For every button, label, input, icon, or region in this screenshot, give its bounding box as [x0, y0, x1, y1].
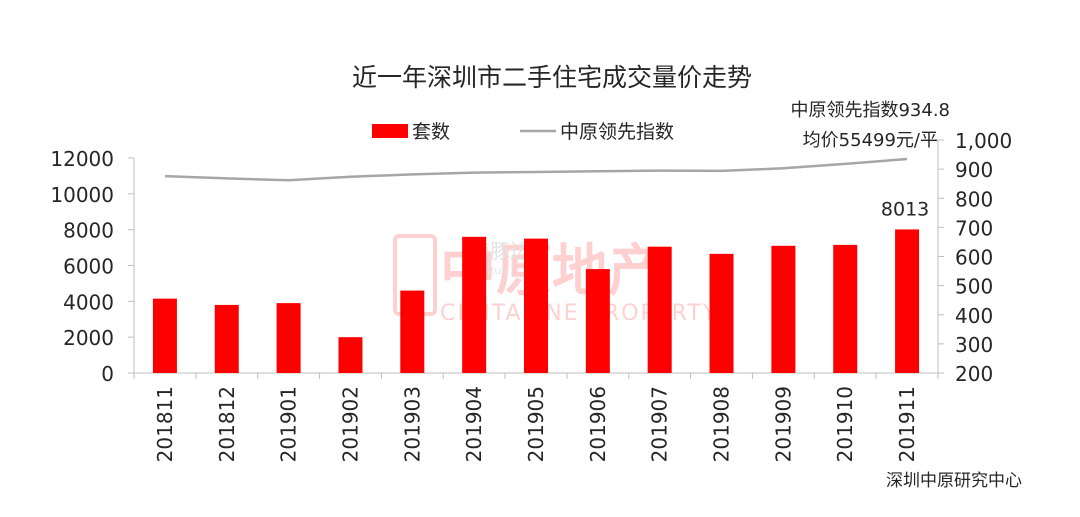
bar: [833, 244, 858, 373]
right-tick-label: 600: [955, 246, 993, 270]
x-tick-label: 201909: [771, 386, 795, 462]
x-tick-label: 201905: [524, 386, 548, 462]
right-tick-label: 400: [955, 304, 993, 328]
x-tick-label: 201812: [215, 386, 239, 462]
bar: [462, 236, 487, 373]
bar: [400, 290, 425, 373]
x-tick-label: 201811: [153, 386, 177, 462]
bar-value-label: 8013: [881, 198, 929, 220]
bar: [524, 238, 548, 373]
chart-title: 近一年深圳市二手住宅成交量价走势: [352, 63, 752, 92]
index-line: [164, 157, 908, 182]
bar: [709, 253, 734, 373]
right-tick-label: 500: [955, 275, 993, 299]
left-tick-label: 4000: [63, 290, 114, 314]
left-tick-label: 2000: [63, 326, 114, 350]
legend-label-line: 中原领先指数: [560, 121, 674, 143]
x-tick-label: 201908: [710, 386, 734, 462]
left-tick-label: 10000: [50, 183, 114, 207]
x-tick-label: 201902: [338, 386, 362, 462]
bar: [338, 337, 363, 373]
left-tick-label: 0: [101, 362, 114, 386]
index-annotation: 中原领先指数934.8: [790, 100, 950, 121]
bar: [276, 303, 301, 373]
price-annotation: 均价55499元/平: [803, 130, 938, 151]
left-tick-label: 12000: [50, 147, 114, 171]
left-tick-label: 6000: [63, 255, 114, 279]
x-tick-label: 201906: [586, 386, 610, 462]
bar: [585, 269, 610, 373]
bar: [771, 245, 796, 373]
legend-swatch-bars: [372, 124, 408, 138]
right-tick-label: 700: [955, 216, 993, 240]
right-tick-label: 800: [955, 187, 993, 211]
x-tick-label: 201907: [648, 386, 672, 462]
legend-label-bars: 套数: [412, 121, 450, 143]
right-tick-label: 1,000: [955, 129, 1012, 153]
x-axis-labels: 201811 201812 201901 201902 201903 201904 2019…: [133, 373, 939, 462]
x-tick-label: 201911: [895, 386, 919, 462]
right-tick-label: 200: [955, 362, 993, 386]
bar: [152, 298, 177, 373]
bars: [152, 229, 920, 373]
source-label: 深圳中原研究中心: [886, 471, 1022, 491]
left-tick-label: 8000: [63, 219, 114, 243]
left-axis-ticks: 0 2000 4000 6000 8000 10000 12000: [50, 147, 134, 386]
right-axis-ticks: 200 300 400 500 600 700 800 900 1,000: [938, 129, 1012, 386]
right-tick-label: 900: [955, 158, 993, 182]
x-tick-label: 201904: [462, 386, 486, 462]
x-tick-label: 201903: [400, 386, 424, 462]
right-tick-label: 300: [955, 333, 993, 357]
legend: 套数 中原领先指数: [372, 121, 674, 143]
bar: [647, 246, 672, 373]
x-tick-label: 201901: [277, 386, 301, 462]
bar: [895, 229, 920, 373]
x-tick-label: 201910: [833, 386, 857, 462]
bar: [214, 304, 239, 373]
